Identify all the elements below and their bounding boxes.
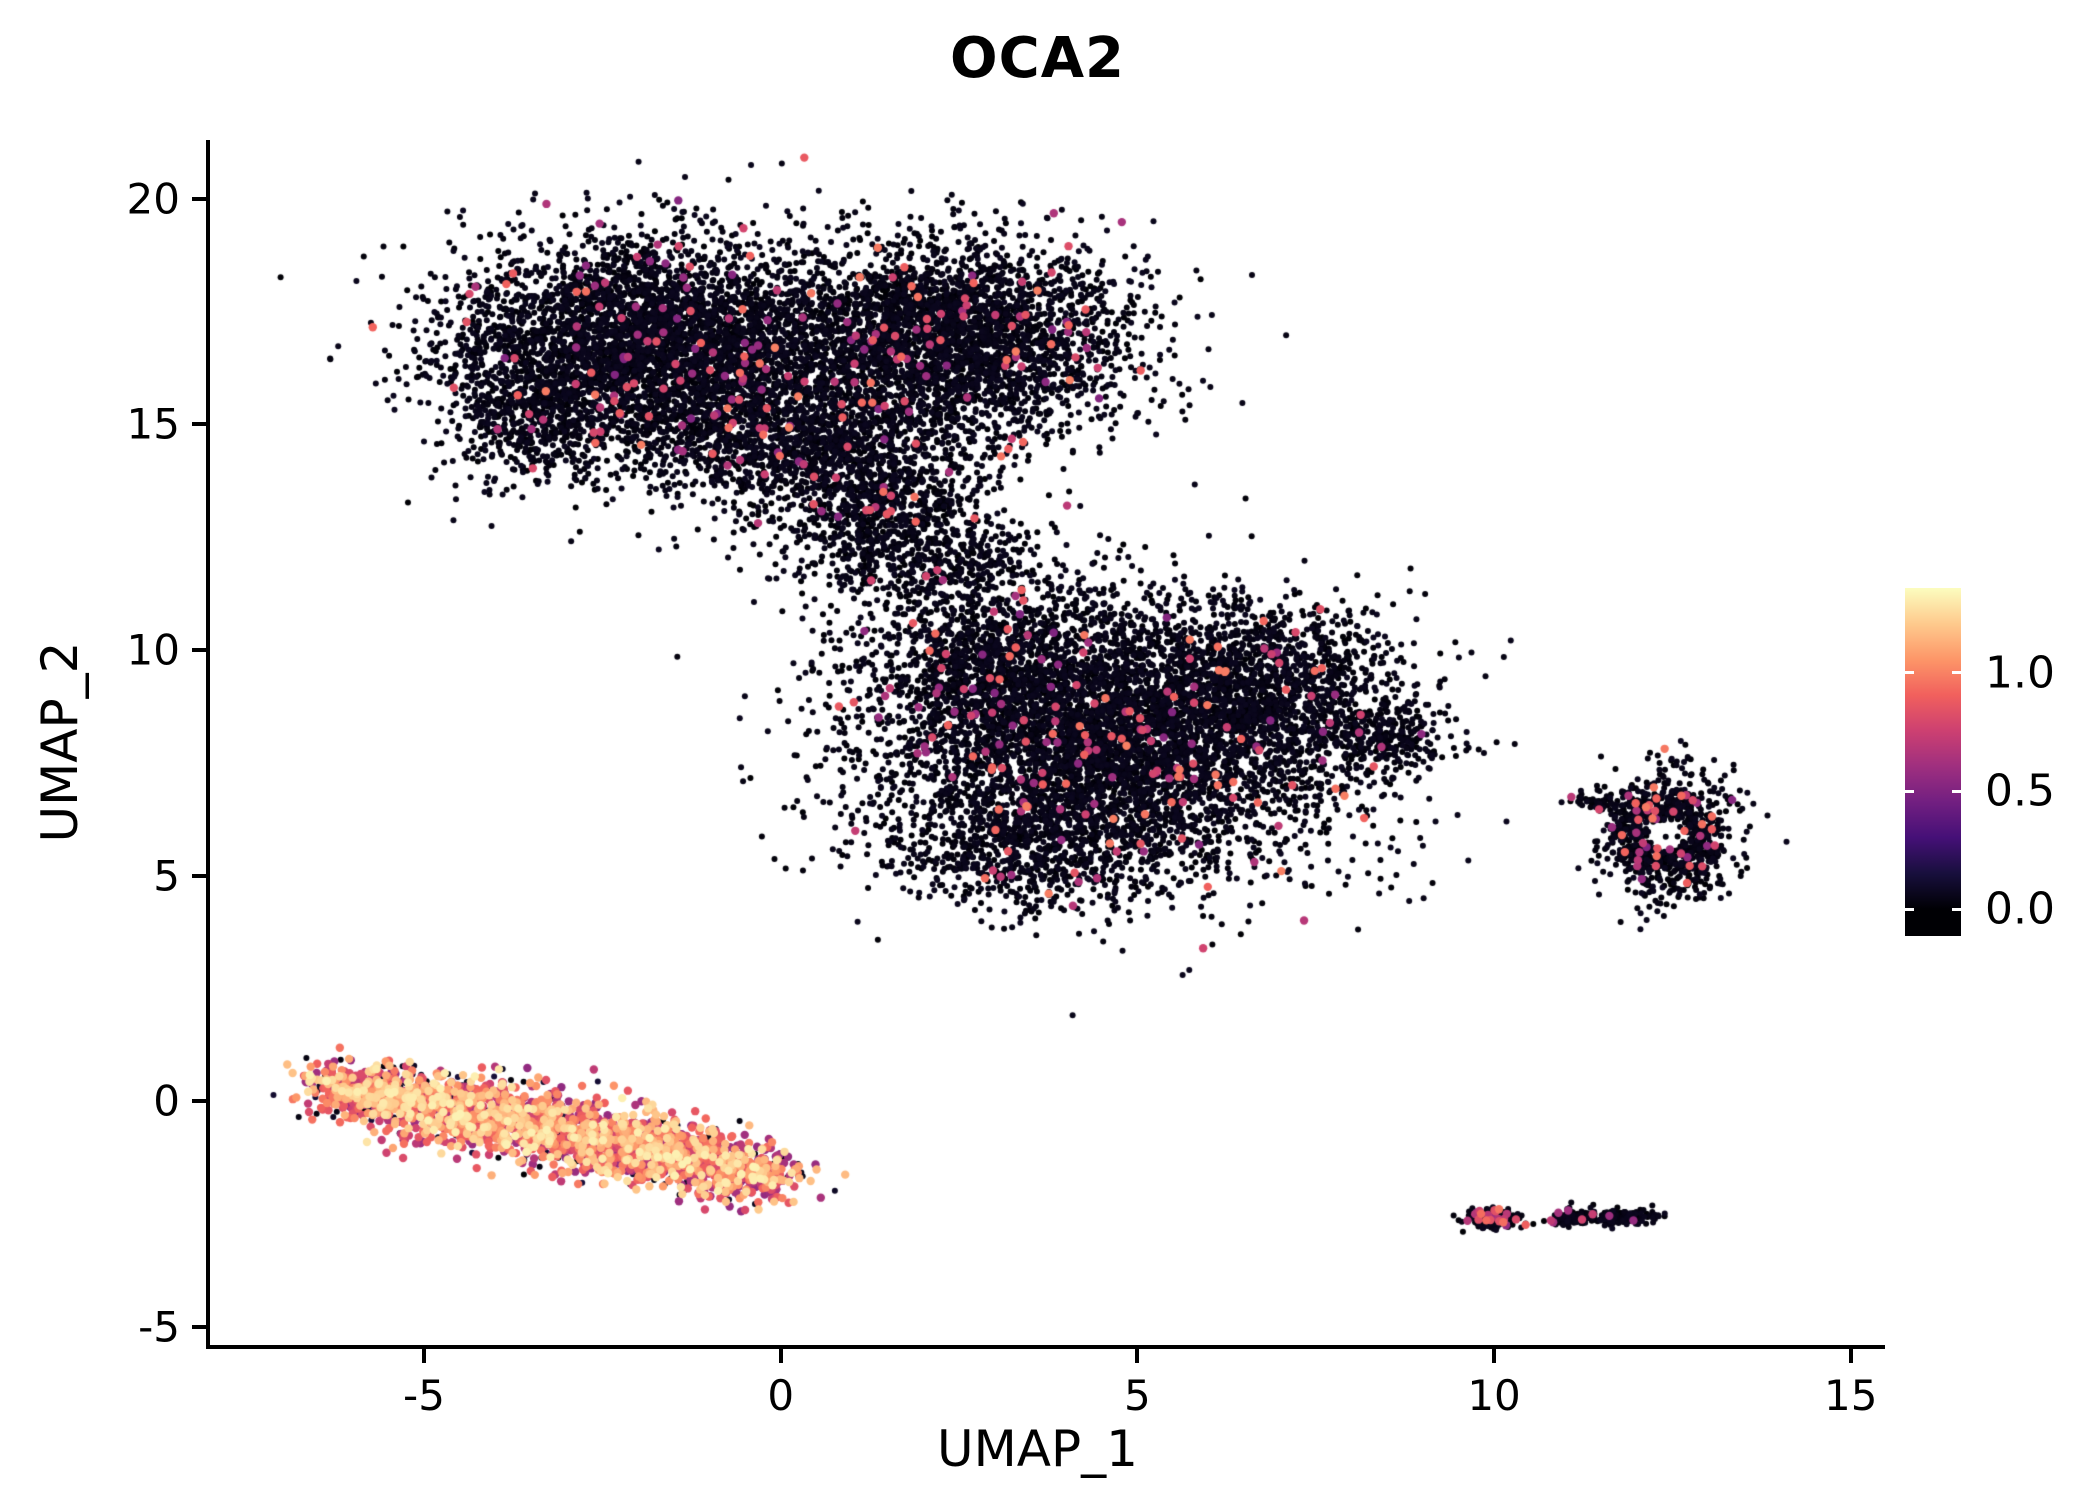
colorbar-tick-mark [1905,671,1914,675]
x-tick-label: 5 [1123,1371,1151,1420]
x-tick-label: 15 [1823,1371,1878,1420]
y-tick-mark [192,196,206,201]
y-tick-mark [192,647,206,652]
y-tick-label: 10 [126,625,180,675]
x-tick-label: 0 [767,1371,795,1420]
x-tick-mark [1135,1349,1140,1363]
colorbar-tick-label: 0.5 [1985,765,2055,817]
x-tick-label: -5 [403,1371,445,1420]
colorbar-tick-label: 1.0 [1985,647,2055,699]
colorbar-tick-mark [1952,907,1961,911]
y-tick-mark [192,873,206,878]
colorbar-tick-mark [1905,789,1914,793]
colorbar-tick-mark [1905,907,1914,911]
y-tick-label: 0 [153,1076,180,1126]
x-tick-mark [422,1349,426,1363]
y-tick-label: -5 [138,1302,180,1352]
y-tick-mark [192,1324,206,1329]
y-tick-label: 15 [126,399,180,449]
colorbar-tick-label: 0.0 [1985,883,2055,935]
y-axis-label: UMAP_2 [31,641,89,843]
x-tick-label: 10 [1467,1371,1521,1420]
x-tick-mark [1848,1349,1853,1363]
colorbar-tick-mark [1952,789,1961,793]
y-tick-mark [192,1099,206,1104]
y-tick-mark [192,422,206,427]
scatter-points-canvas [210,140,1865,1345]
colorbar: 1.0 0.5 0.0 [1905,588,2095,936]
y-tick-label: 20 [126,174,180,224]
plot-title: OCA2 [949,26,1125,91]
colorbar-gradient [1905,588,1961,936]
colorbar-tick-mark [1952,671,1961,675]
x-tick-mark [778,1349,783,1363]
y-axis-line [206,140,210,1349]
x-axis-line [206,1345,1885,1349]
y-tick-label: 5 [153,851,180,901]
x-axis-label: UMAP_1 [937,1420,1138,1478]
x-tick-mark [1492,1349,1497,1363]
plot-area: -5 0 5 10 15 -5 0 5 10 15 20 [127,140,1885,1420]
